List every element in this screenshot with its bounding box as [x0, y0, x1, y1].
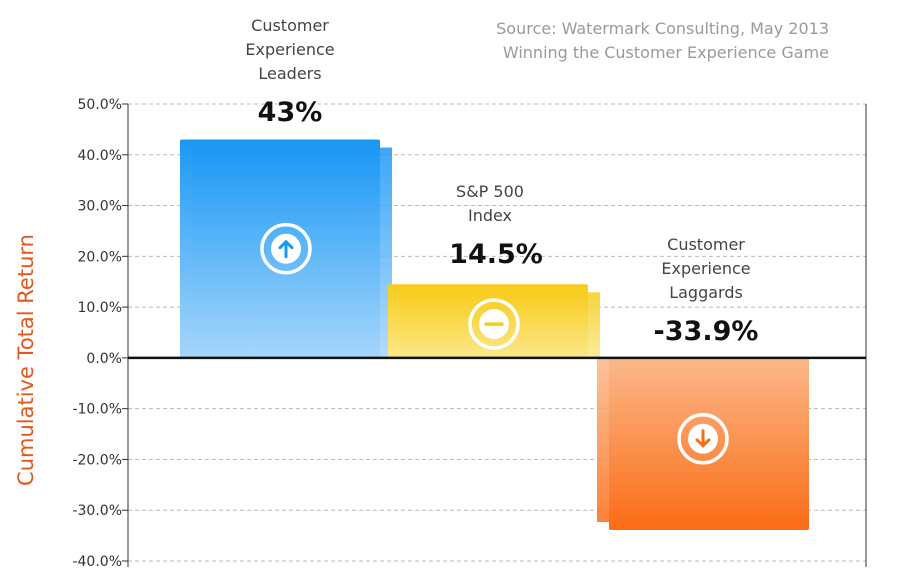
source-note: Source: Watermark Consulting, May 2013	[496, 19, 829, 38]
category-label: S&P 500	[456, 182, 524, 201]
y-tick-label: -20.0%	[72, 452, 122, 468]
y-tick-label: 50.0%	[78, 97, 122, 113]
category-label: Experience	[245, 40, 334, 59]
data-label: 43%	[258, 97, 323, 128]
y-tick-label: -10.0%	[72, 402, 122, 418]
y-tick-label: 10.0%	[78, 300, 122, 316]
data-label: -33.9%	[654, 316, 759, 347]
y-tick-label: 0.0%	[86, 351, 122, 367]
arrow-down-circle-icon	[677, 413, 729, 465]
category-label: Index	[468, 206, 512, 225]
category-label: Leaders	[258, 64, 321, 83]
data-label: 14.5%	[449, 239, 543, 270]
y-tick-label: -30.0%	[72, 503, 122, 519]
minus-circle-icon	[468, 298, 520, 350]
source-note: Winning the Customer Experience Game	[503, 43, 829, 62]
y-tick-label: 30.0%	[78, 199, 122, 215]
category-label: Laggards	[669, 283, 743, 302]
y-tick-label: -40.0%	[72, 554, 122, 570]
y-axis-title: Cumulative Total Return	[14, 234, 38, 486]
bar-group	[597, 357, 809, 531]
category-label: Customer	[667, 235, 745, 254]
y-tick-label: 40.0%	[78, 148, 122, 164]
arrow-up-circle-icon	[260, 222, 312, 275]
category-label: Experience	[661, 259, 750, 278]
bar-group	[388, 284, 600, 358]
y-tick-label: 20.0%	[78, 249, 122, 265]
category-label: Customer	[251, 16, 329, 35]
bar-group	[180, 139, 392, 358]
